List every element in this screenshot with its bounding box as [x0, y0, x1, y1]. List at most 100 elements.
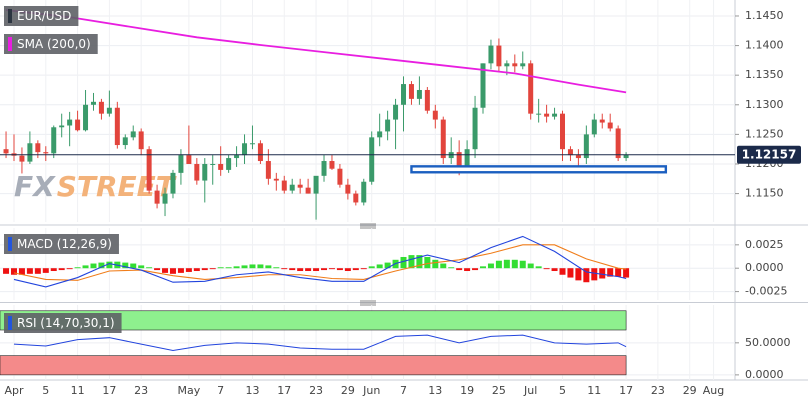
candle-body	[289, 184, 295, 191]
candle-body	[305, 187, 311, 194]
histogram-bar	[257, 264, 264, 269]
candle-body	[138, 131, 144, 150]
y-tick-label: 1.1400	[745, 39, 784, 52]
candle-body	[353, 193, 359, 203]
candle-body	[186, 155, 192, 164]
candle-body	[51, 127, 57, 154]
candle-body	[464, 149, 470, 167]
x-tick-label: 17	[102, 384, 116, 397]
histogram-bar	[162, 268, 169, 273]
histogram-bar	[265, 265, 272, 269]
histogram-bar	[424, 256, 431, 269]
x-tick-label: 29	[341, 384, 355, 397]
candle-body	[329, 161, 335, 169]
histogram-bar	[18, 268, 25, 275]
x-tick-label: Jun	[362, 384, 380, 397]
candle-body	[90, 101, 96, 105]
candle-body	[43, 152, 49, 154]
candle-body	[377, 131, 383, 138]
candle-body	[615, 128, 621, 159]
candle-body	[321, 161, 327, 176]
candle-body	[218, 163, 224, 170]
histogram-bar	[615, 268, 622, 277]
histogram-bar	[138, 265, 145, 269]
histogram-bar	[281, 268, 288, 270]
histogram-bar	[177, 268, 184, 273]
histogram-bar	[527, 263, 534, 269]
candle-body	[512, 63, 518, 67]
x-tick-label: Apr	[4, 384, 24, 397]
histogram-bar	[336, 268, 343, 271]
histogram-bar	[384, 262, 391, 269]
histogram-bar	[225, 267, 232, 269]
x-tick-label: 23	[309, 384, 323, 397]
histogram-bar	[567, 268, 574, 278]
candle-body	[591, 119, 597, 135]
histogram-bar	[90, 263, 97, 269]
histogram-bar	[146, 267, 153, 269]
histogram-bar	[297, 268, 304, 272]
histogram-bar	[233, 266, 240, 269]
histogram-bar	[352, 268, 359, 271]
candle-body	[3, 149, 9, 154]
y-tick-label: -0.0025	[745, 285, 787, 298]
legend-box	[4, 34, 98, 54]
candle-body	[297, 184, 303, 188]
candle-body	[162, 193, 168, 204]
x-tick-label: Aug	[703, 384, 724, 397]
candle-body	[154, 190, 160, 204]
candle-body	[281, 180, 287, 191]
x-tick-label: 25	[492, 384, 506, 397]
candle-body	[98, 101, 104, 114]
candle-body	[369, 137, 375, 182]
x-tick-label: 17	[277, 384, 291, 397]
legend-swatch	[8, 316, 12, 330]
candle-body	[496, 45, 502, 67]
histogram-bar	[98, 262, 105, 269]
legend-swatch	[8, 237, 12, 251]
candle-body	[202, 163, 208, 181]
legend-swatch	[8, 9, 12, 23]
candle-body	[35, 143, 41, 153]
candle-body	[528, 63, 534, 114]
candle-body	[226, 158, 232, 170]
histogram-bar	[376, 264, 383, 269]
histogram-bar	[289, 268, 296, 271]
histogram-bar	[519, 260, 526, 269]
histogram-bar	[10, 268, 17, 275]
legend-label: SMA (200,0)	[17, 37, 91, 51]
candle-body	[408, 84, 414, 99]
candle-body	[337, 168, 343, 185]
histogram-bar	[623, 268, 630, 278]
candle-body	[536, 113, 542, 115]
histogram-bar	[472, 268, 479, 271]
candle-body	[424, 89, 430, 111]
histogram-bar	[313, 268, 320, 272]
histogram-bar	[487, 263, 494, 269]
histogram-bar	[535, 266, 542, 269]
overlay: 1.11501.12001.12501.13001.13501.14001.14…	[4, 6, 801, 397]
candle-body	[19, 155, 25, 162]
histogram-bar	[122, 262, 129, 269]
histogram-bar	[321, 268, 328, 271]
legend-swatch	[8, 37, 12, 51]
histogram-bar	[607, 268, 614, 277]
histogram-bar	[217, 267, 224, 269]
candle-body	[520, 63, 526, 67]
histogram-bar	[448, 267, 455, 269]
overbought-band	[0, 310, 627, 331]
histogram-bar	[42, 268, 49, 273]
y-tick-label: 1.1450	[745, 9, 784, 22]
candle-body	[27, 143, 33, 162]
line	[13, 334, 627, 352]
histogram-bar	[34, 268, 41, 274]
histogram-bar	[26, 268, 33, 274]
candle-body	[178, 155, 184, 173]
candle-body	[265, 161, 271, 179]
y-tick-label: 1.1300	[745, 98, 784, 111]
legend-entry: EUR/USD	[4, 6, 79, 26]
histogram-bar	[432, 259, 439, 269]
candle-body	[59, 125, 65, 128]
histogram-bar	[209, 268, 216, 270]
